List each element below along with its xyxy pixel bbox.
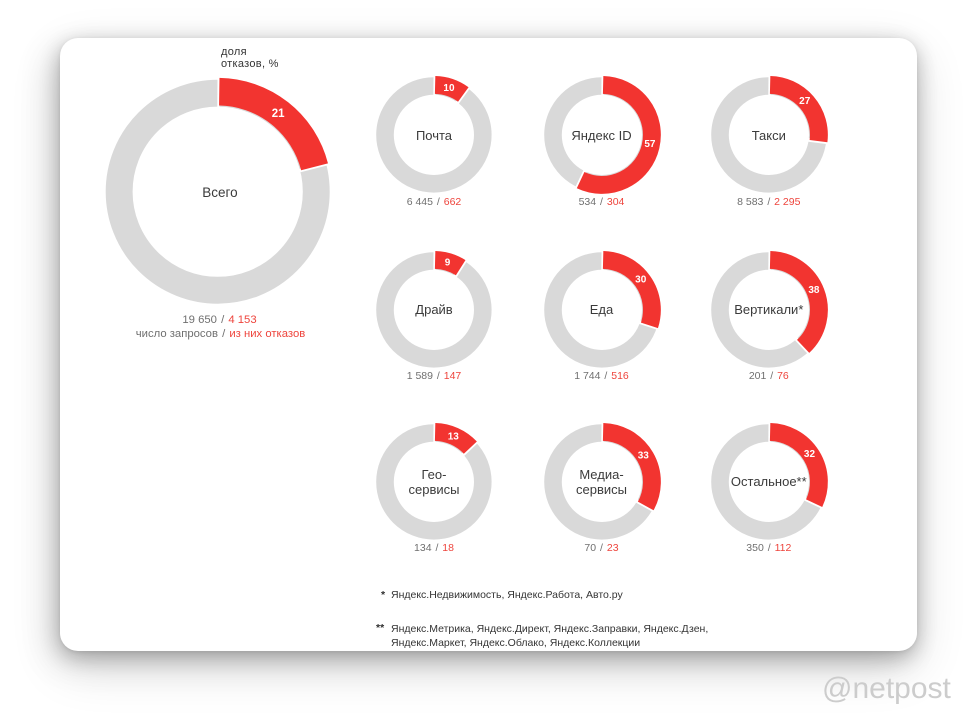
svg-text:30: 30	[635, 274, 647, 285]
svg-text:33: 33	[637, 450, 649, 461]
svg-text:13: 13	[448, 431, 460, 442]
svg-text:10: 10	[444, 83, 456, 94]
svg-text:9: 9	[445, 257, 451, 268]
svg-text:57: 57	[644, 139, 656, 150]
svg-text:27: 27	[799, 96, 811, 107]
svg-text:21: 21	[272, 108, 285, 120]
svg-text:38: 38	[808, 285, 820, 296]
svg-text:32: 32	[804, 449, 816, 460]
